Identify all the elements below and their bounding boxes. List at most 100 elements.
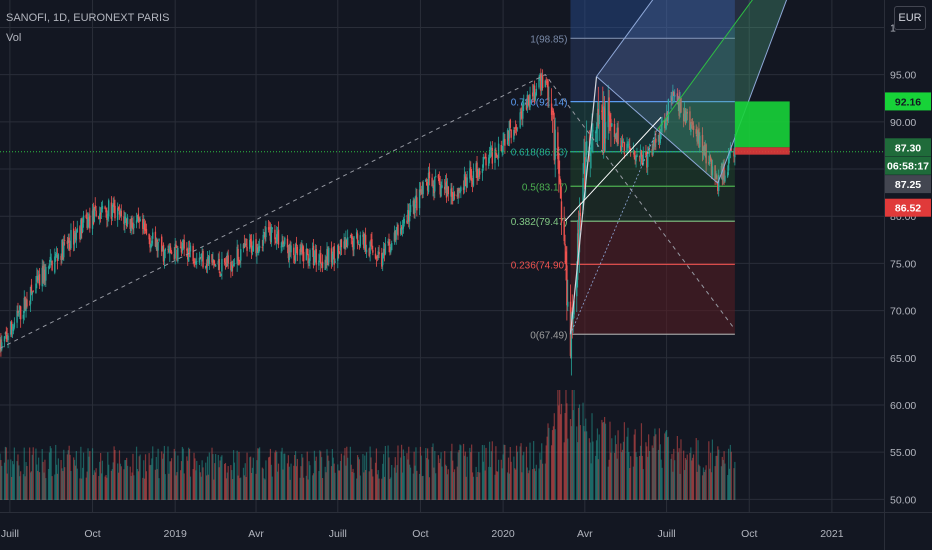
candle-body: [425, 179, 427, 182]
volume-bar: [447, 469, 449, 500]
candle-body: [113, 203, 115, 207]
candle-body: [635, 155, 637, 162]
volume-bar: [131, 472, 133, 500]
candle-body: [227, 255, 229, 264]
volume-bar: [0, 460, 2, 500]
currency-button[interactable]: EUR: [894, 6, 926, 30]
candle-body: [578, 212, 581, 253]
candle-body: [17, 310, 19, 313]
candle-body: [300, 247, 302, 252]
volume-bar: [95, 468, 97, 500]
volume-bar: [393, 467, 395, 500]
candle-body: [703, 145, 706, 156]
volume-bar: [350, 464, 352, 500]
candle-body: [123, 216, 125, 224]
candle-body: [433, 185, 435, 194]
volume-bar: [670, 458, 672, 500]
candle-body: [558, 176, 561, 183]
volume-bar: [519, 446, 521, 500]
volume-bar: [388, 457, 390, 500]
candle-body: [136, 215, 139, 222]
candle-body: [211, 254, 213, 263]
volume-bar: [188, 447, 190, 500]
candle-body: [550, 103, 553, 115]
price-axis[interactable]: 50.0055.0060.0065.0070.0075.0080.0085.00…: [884, 0, 932, 550]
candle-body: [313, 256, 316, 265]
volume-bar: [158, 478, 160, 500]
volume-bar: [368, 471, 370, 500]
candle-body: [437, 174, 440, 179]
volume-bar: [699, 466, 701, 500]
candle-body: [382, 248, 385, 257]
volume-bar: [245, 476, 247, 500]
candle-body: [76, 228, 78, 233]
volume-bar: [450, 451, 452, 500]
volume-bar: [308, 461, 310, 500]
time-axis[interactable]: Juill Oct 2019 Avr Juill Oct 2020 Avr Juill Oct 20…: [0, 512, 932, 541]
volume-bar: [439, 458, 441, 500]
volume-bar: [290, 463, 292, 500]
candle-body: [105, 209, 107, 213]
candle-body: [116, 208, 119, 220]
volume-bar: [369, 446, 371, 500]
volume-bar: [275, 450, 277, 500]
candle-body: [330, 248, 333, 263]
volume-bar: [548, 427, 550, 500]
candle-body: [655, 138, 657, 143]
candle-body: [12, 326, 15, 332]
volume-bar: [683, 450, 685, 500]
volume-bar: [610, 452, 612, 500]
volume-bar: [603, 421, 605, 500]
volume-bar: [326, 449, 328, 500]
volume-bar: [207, 474, 210, 500]
candle-body: [161, 246, 164, 251]
volume-bar: [312, 475, 314, 500]
fibonacci-retracement[interactable]: 1(98.85) 0.786(92.14) 0.618(86.83) 0.5(83.1…: [511, 0, 735, 341]
candle-body: [277, 229, 280, 245]
volume-bar: [522, 455, 524, 500]
volume-bar: [345, 465, 347, 500]
candle-body: [585, 159, 587, 185]
volume-bar: [244, 463, 246, 500]
volume-bar: [276, 451, 278, 500]
volume-bar: [716, 455, 718, 500]
volume-bar: [283, 453, 285, 500]
volume-bar: [615, 444, 617, 500]
volume-bar: [187, 460, 189, 500]
volume-bar: [186, 456, 188, 500]
volume-indicator-label[interactable]: Vol: [6, 32, 22, 44]
volume-bar: [144, 478, 146, 500]
candle-body: [509, 119, 511, 128]
volume-bar: [268, 457, 270, 500]
volume-bar: [85, 477, 87, 500]
volume-bar: [453, 469, 456, 500]
candle-body: [704, 145, 706, 157]
volume-bar: [55, 444, 57, 500]
time-tick-label: 2020: [491, 528, 515, 540]
fib-level-label: 0.618(86.83): [511, 148, 568, 159]
volume-bar: [358, 459, 360, 500]
candle-body: [544, 80, 547, 87]
candle-body: [465, 179, 467, 187]
candle-body: [660, 124, 662, 132]
volume-bar: [64, 467, 66, 500]
volume-bar: [463, 455, 466, 500]
candle-body: [288, 244, 290, 261]
volume-bar: [364, 455, 366, 500]
volume-bar: [614, 435, 616, 500]
candle-body: [41, 267, 43, 287]
price-tag-label: 06:58:17: [887, 161, 929, 173]
symbol-title: SANOFI, 1D, EURONEXT PARIS: [6, 12, 170, 24]
candle-body: [192, 245, 194, 262]
drawings[interactable]: [0, 0, 901, 349]
candle-body: [51, 260, 53, 271]
candle-body: [540, 73, 542, 91]
candle-body: [590, 142, 592, 150]
candle-body: [334, 261, 336, 263]
volume-bar: [169, 461, 171, 500]
candle-body: [609, 114, 611, 123]
volume-bar: [68, 445, 70, 500]
candle-body: [131, 217, 133, 228]
price-tag-label: 92.16: [895, 96, 921, 108]
